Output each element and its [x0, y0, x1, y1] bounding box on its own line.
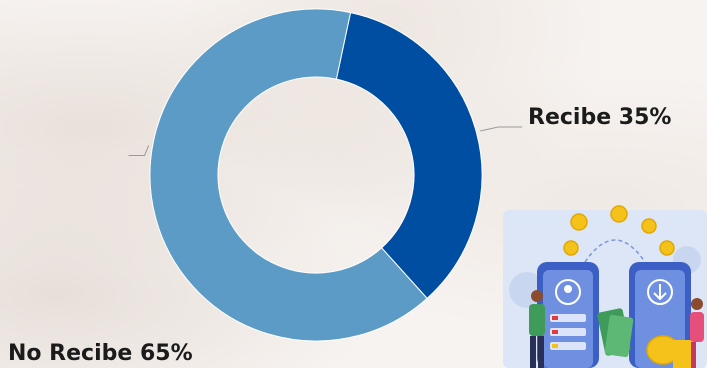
slices-group: [149, 8, 483, 342]
leader-line-no-recibe: [128, 145, 150, 156]
leader-line-recibe: [480, 126, 523, 132]
label-no-recibe: No Recibe 65%: [8, 341, 193, 366]
label-recibe: Recibe 35%: [528, 105, 671, 130]
slice-recibe: [335, 12, 483, 300]
mobile-money-transfer-illustration: [503, 205, 707, 368]
slice-no-recibe: [149, 8, 428, 342]
